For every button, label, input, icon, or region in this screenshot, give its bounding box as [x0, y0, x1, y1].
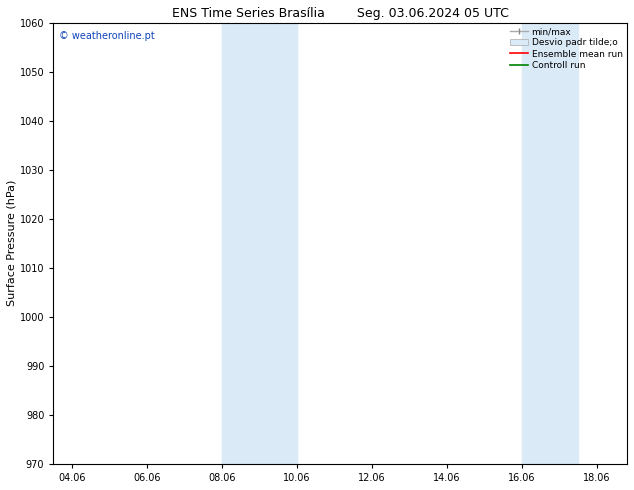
Bar [222, 23, 297, 464]
Bar [522, 23, 578, 464]
Y-axis label: Surface Pressure (hPa): Surface Pressure (hPa) [7, 180, 17, 306]
Legend: min/max, Desvio padr tilde;o, Ensemble mean run, Controll run: min/max, Desvio padr tilde;o, Ensemble m… [508, 25, 624, 72]
Text: © weatheronline.pt: © weatheronline.pt [59, 31, 155, 41]
Title: ENS Time Series Brasília        Seg. 03.06.2024 05 UTC: ENS Time Series Brasília Seg. 03.06.2024… [172, 7, 508, 20]
